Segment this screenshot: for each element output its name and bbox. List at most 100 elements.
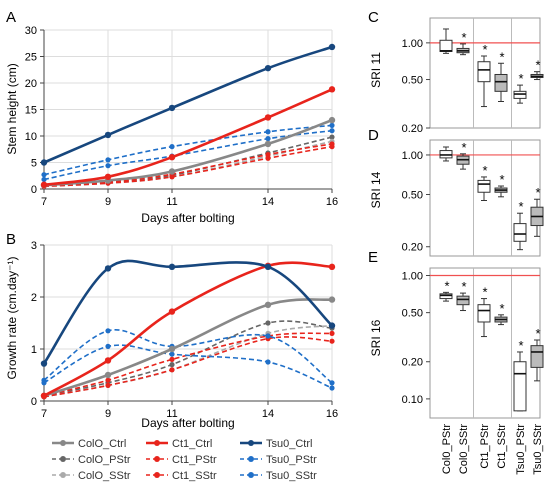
panel-a-point-ct1-sstr-4 (329, 144, 335, 150)
panel-b-point-colo-ctrl-1 (104, 371, 112, 379)
panel-c-significance-star-ct1-sstr: * (499, 49, 504, 64)
panel-b-ytick-label-3: 3 (31, 240, 37, 252)
panel-c-box-col0-pstr (439, 39, 453, 52)
panel-a-point-tsu0-ctrl-3 (264, 64, 272, 72)
panel-a-point-ct1-ctrl-4 (328, 86, 336, 93)
panel-e-significance-star-ct1-sstr: * (499, 301, 504, 316)
panel-c-ytick-label-1: 0.50 (402, 75, 423, 87)
legend-label-tsu0-pstr: Tsu0_PStr (266, 454, 317, 466)
panel-e-box-tsu0-pstr (513, 361, 527, 412)
panel-a-ytick-label-3: 15 (25, 105, 37, 117)
panel-d-box-tsu0-pstr (513, 223, 527, 242)
panel-a-ytick-label-4: 20 (25, 78, 37, 90)
panel-b-point-ct1-ctrl-0 (40, 392, 48, 399)
legend-label-colo-ctrl: ColO_Ctrl (78, 438, 126, 450)
panel-e-box-col0-pstr (439, 293, 453, 300)
panel-a-ytick-label-5: 25 (25, 52, 37, 64)
panel-a-point-colo-ctrl-4 (328, 116, 336, 124)
panel-a-xtick-label-3: 14 (262, 196, 274, 208)
panel-b-point-ct1-sstr-4 (329, 338, 335, 344)
panel-a-point-ct1-sstr-2 (169, 174, 175, 180)
panel-a-point-ct1-pstr-3 (265, 151, 271, 158)
panel-a-point-tsu0-sstr-3 (265, 136, 271, 142)
panel-b-point-tsu0-sstr-3 (265, 359, 271, 365)
panel-b-point-colo-ctrl-3 (264, 301, 272, 308)
panel-b-y-axis-title: Growth rate (cm.day⁻¹) (5, 256, 19, 379)
legend-marker-colo-sstr (60, 472, 66, 478)
plot-layer: 0 5 10 15 20 25 30 7 9 11 14 16 0 1 2 3 7 9 11 14 16 1.00 0.50… (25, 17, 544, 475)
panel-d-significance-star-tsu0-sstr: * (535, 185, 540, 200)
panel-a-xtick-label-2: 11 (166, 196, 177, 208)
panel-d-significance-star-ct1-pstr: * (482, 163, 487, 178)
legend-label-tsu0-ctrl: Tsu0_Ctrl (266, 438, 312, 450)
panel-b-x-axis-title: Days after bolting (141, 416, 234, 430)
panel-d-ytick-label-2: 0.20 (402, 242, 423, 254)
panel-a-point-tsu0-ctrl-2 (168, 104, 176, 112)
panel-b-series-line-colo-pstr (43, 320, 333, 397)
panel-b-point-ct1-ctrl-4 (328, 263, 336, 271)
panel-a-point-colo-pstr-4 (329, 134, 335, 140)
panel-b-point-tsu0-pstr-3 (265, 333, 271, 339)
panel-e-y-axis-title: SRI 16 (369, 319, 383, 356)
panel-c-significance-star-tsu0-sstr: * (535, 58, 540, 73)
panel-b-ytick-label-1: 1 (31, 344, 37, 356)
legend-label-colo-pstr: ColO_PStr (78, 454, 131, 466)
panel-a-point-tsu0-ctrl-4 (328, 43, 336, 51)
panel-b-point-tsu0-sstr-0 (41, 380, 47, 386)
legend-label-tsu0-sstr: Tsu0_SStr (266, 470, 317, 482)
panel-b-ytick-label-0: 0 (31, 396, 37, 408)
panel-b-point-tsu0-sstr-4 (329, 385, 335, 391)
legend-marker-colo-pstr (60, 456, 66, 462)
panel-a-point-colo-ctrl-3 (264, 140, 272, 148)
legend-label-colo-sstr: ColO_SStr (78, 470, 131, 482)
legend-marker-tsu0-sstr (248, 472, 254, 478)
panel-e-box-tsu0-sstr (530, 345, 544, 368)
panel-e-significance-star-col0-pstr: * (444, 278, 449, 293)
panel-letter-e: E (368, 249, 378, 266)
legend-label-ct1-ctrl: Ct1_Ctrl (172, 438, 212, 450)
panel-a-point-ct1-ctrl-1 (104, 173, 112, 181)
panel-a-point-tsu0-sstr-4 (329, 128, 335, 134)
panel-b-point-colo-ctrl-4 (328, 296, 336, 303)
panel-e-box-ct1-pstr (477, 304, 491, 323)
panel-a-ytick-label-0: 0 (31, 184, 37, 196)
panel-a-point-tsu0-sstr-0 (41, 176, 47, 183)
panel-b-series-line-colo-ctrl (43, 298, 333, 398)
panel-a-point-ct1-ctrl-3 (264, 114, 272, 121)
panel-b-point-colo-ctrl-2 (168, 345, 176, 353)
panel-b-point-tsu0-pstr-4 (329, 380, 335, 386)
panel-a-point-tsu0-pstr-0 (41, 172, 47, 178)
panel-e-ytick-label-3: 0.10 (402, 394, 423, 406)
panel-b-series-line-tsu0-pstr (43, 329, 333, 384)
panel-e-ytick-label-2: 0.20 (402, 357, 423, 369)
panel-b-point-tsu0-sstr-1 (105, 343, 111, 349)
legend: ColO_Ctrl Ct1_Ctrl Tsu0_Ctrl ColO_PStr Ct1_P… (52, 438, 317, 482)
panel-a-xtick-label-4: 16 (326, 196, 338, 208)
panel-a-point-ct1-ctrl-0 (40, 181, 48, 188)
group-label-tsu0-pstr: Tsu0_PStr (515, 424, 527, 475)
legend-marker-tsu0-ctrl (248, 440, 254, 446)
panel-c-frame (429, 17, 541, 129)
panel-c-significance-star-tsu0-pstr: * (518, 71, 523, 86)
legend-marker-ct1-ctrl (154, 440, 160, 446)
panel-c-ytick-label-0: 1.00 (402, 38, 423, 50)
panel-b-point-ct1-ctrl-1 (104, 357, 112, 364)
panel-a-point-tsu0-ctrl-1 (104, 131, 112, 139)
panel-d-significance-star-tsu0-pstr: * (518, 199, 523, 214)
panel-a-xtick-label-0: 7 (41, 196, 47, 208)
panel-b-point-ct1-pstr-4 (329, 330, 335, 336)
panel-d-ytick-label-0: 1.00 (402, 150, 423, 162)
panel-d-significance-star-col0-sstr: * (461, 140, 466, 155)
panel-a-point-tsu0-pstr-4 (329, 122, 335, 128)
panel-b-point-tsu0-ctrl-4 (328, 322, 336, 329)
panel-b-point-ct1-ctrl-2 (168, 308, 176, 315)
panel-b-point-tsu0-ctrl-3 (264, 263, 272, 271)
panel-c-box-ct1-pstr (477, 61, 491, 83)
panel-b-series-line-ct1-ctrl (43, 261, 333, 397)
panel-a-point-tsu0-pstr-3 (265, 129, 271, 135)
panel-b-point-tsu0-ctrl-1 (104, 265, 112, 272)
panel-e-frame (429, 267, 541, 419)
panel-letter-a: A (6, 9, 16, 26)
panel-d-y-axis-title: SRI 14 (369, 171, 383, 208)
panel-c-significance-star-ct1-pstr: * (482, 42, 487, 57)
